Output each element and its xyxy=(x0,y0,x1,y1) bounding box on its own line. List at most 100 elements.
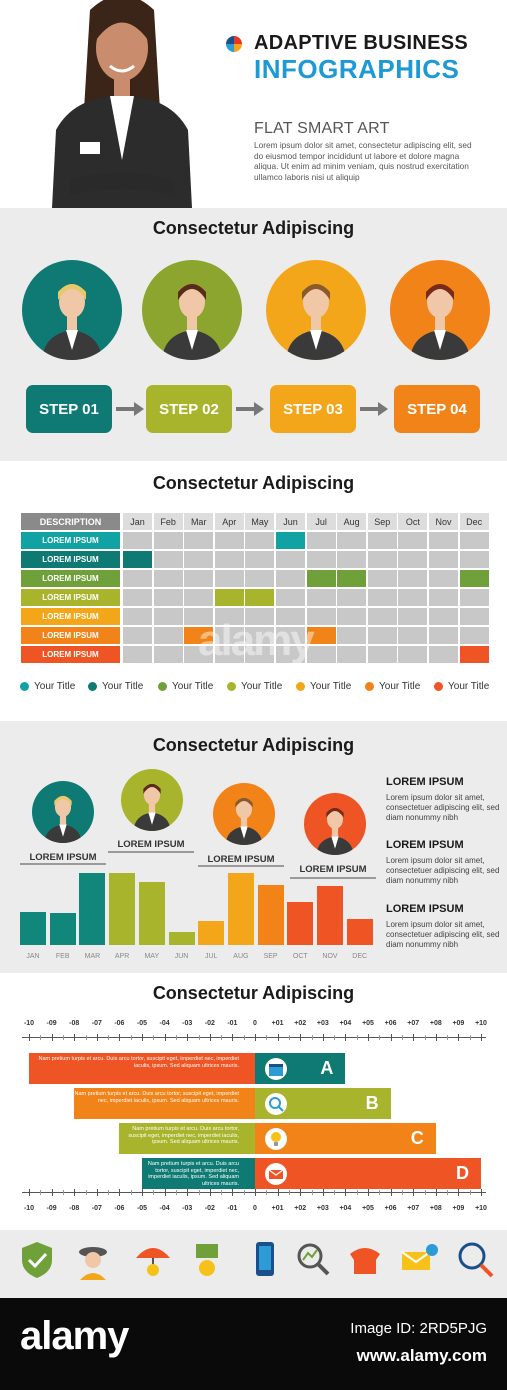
axis-minor-tick xyxy=(85,1035,87,1040)
axis-tick-label: +08 xyxy=(429,1205,442,1212)
timeline-bar-left: Nam pretium turpis et arcu. Duis arcu to… xyxy=(29,1053,255,1084)
telephone-icon xyxy=(350,1248,380,1274)
gantt-cell xyxy=(459,570,489,587)
gantt-cell xyxy=(245,551,275,568)
axis-minor-tick xyxy=(266,1190,268,1195)
axis-minor-tick xyxy=(288,1190,290,1195)
axis-tick-label: -04 xyxy=(159,1205,170,1212)
axis-minor-tick xyxy=(221,1190,223,1195)
person-circle xyxy=(213,783,275,845)
gantt-cell xyxy=(306,551,336,568)
axis-tick-mark xyxy=(74,1189,76,1196)
axis-tick-label: +09 xyxy=(452,1020,465,1027)
gantt-cell xyxy=(123,646,152,663)
label-underline xyxy=(198,865,284,867)
gantt-cell xyxy=(123,627,152,644)
info-body: Lorem ipsum dolor sit amet, consectetuer… xyxy=(386,856,500,885)
month-tick-label: DEC xyxy=(352,953,368,960)
axis-tick-label: +06 xyxy=(384,1205,397,1212)
bottom-axis-line xyxy=(22,1192,486,1193)
step-button[interactable]: STEP 01 xyxy=(26,385,112,433)
step-button[interactable]: STEP 04 xyxy=(394,385,480,433)
gantt-cell xyxy=(276,608,305,625)
legend-item: Your Title xyxy=(227,681,282,692)
axis-minor-tick xyxy=(108,1035,110,1040)
gantt-cell xyxy=(214,589,244,606)
search-icon xyxy=(265,1093,287,1115)
timeline-bar-right: A xyxy=(255,1053,346,1084)
axis-tick-mark xyxy=(232,1189,234,1196)
axis-minor-tick xyxy=(401,1035,403,1040)
axis-tick-label: +01 xyxy=(271,1205,284,1212)
gantt-cell xyxy=(337,589,367,606)
calendar-icon xyxy=(265,1058,287,1080)
task-row-label: LOREM IPSUM xyxy=(21,608,120,625)
axis-tick-mark xyxy=(209,1034,211,1041)
axis-tick-label: -02 xyxy=(204,1205,215,1212)
axis-tick-mark xyxy=(142,1189,143,1196)
section-title: Consectetur Adipiscing xyxy=(152,218,355,238)
task-row-label: LOREM IPSUM xyxy=(21,551,120,568)
legend-dot-icon xyxy=(434,682,443,691)
title-line-2: INFOGRAPHICS xyxy=(254,54,460,84)
gantt-cell xyxy=(123,570,152,587)
axis-tick-label: +06 xyxy=(384,1020,397,1027)
axis-tick-mark xyxy=(74,1034,76,1041)
axis-tick-label: -02 xyxy=(204,1020,215,1027)
gantt-cell xyxy=(337,608,367,625)
task-row-label: LOREM IPSUM xyxy=(21,570,120,587)
axis-tick-label: +10 xyxy=(475,1205,487,1212)
gantt-section: Consectetur Adipiscing DESCRIPTION Jan Fe… xyxy=(0,461,507,721)
axis-tick-mark xyxy=(458,1189,460,1196)
top-axis-line xyxy=(22,1037,486,1038)
axis-tick-label: +02 xyxy=(294,1020,307,1027)
gantt-cell xyxy=(306,589,336,606)
gantt-cell xyxy=(245,608,275,625)
gantt-cell xyxy=(276,646,305,663)
step-button[interactable]: STEP 03 xyxy=(270,385,356,433)
gantt-cell xyxy=(337,570,367,587)
detective-icon xyxy=(79,1247,107,1280)
month-header: Aug xyxy=(337,513,367,530)
gantt-cell xyxy=(429,551,458,568)
axis-minor-tick xyxy=(469,1190,471,1195)
person-label: LOREM IPSUM xyxy=(207,854,275,865)
legend-label: Your Title xyxy=(34,681,76,692)
month-header: Mar xyxy=(184,513,214,530)
gantt-cell xyxy=(367,608,397,625)
title-line-1: ADAPTIVE BUSINESS xyxy=(254,32,469,54)
icon-strip xyxy=(0,1230,507,1298)
gantt-cell xyxy=(276,627,305,644)
envelope-icon xyxy=(265,1163,287,1185)
month-header: Jul xyxy=(306,513,336,530)
gantt-cell xyxy=(184,551,214,568)
axis-tick-label: -08 xyxy=(69,1020,80,1027)
axis-tick-label: -07 xyxy=(91,1020,102,1027)
axis-minor-tick xyxy=(447,1035,449,1040)
footer: alamy Image ID: 2RD5PJG www.alamy.com xyxy=(0,1298,507,1390)
gantt-cell xyxy=(214,646,244,663)
axis-tick-label: -05 xyxy=(136,1020,148,1027)
axis-tick-mark xyxy=(119,1034,121,1041)
axis-minor-tick xyxy=(266,1035,268,1040)
gantt-cell xyxy=(398,570,428,587)
bar-mark xyxy=(198,920,225,945)
axis-minor-tick xyxy=(130,1190,132,1195)
axis-minor-tick xyxy=(198,1035,200,1040)
axis-tick-label: -04 xyxy=(159,1020,170,1027)
gantt-cell xyxy=(245,589,275,606)
gantt-cell xyxy=(398,589,428,606)
axis-tick-label: +10 xyxy=(475,1020,487,1027)
axis-tick-label: -01 xyxy=(227,1020,238,1027)
axis-tick-mark xyxy=(345,1189,347,1196)
step-button[interactable]: STEP 02 xyxy=(146,385,232,433)
axis-tick-mark xyxy=(300,1034,302,1041)
axis-minor-tick xyxy=(424,1190,426,1195)
gantt-cell xyxy=(367,589,397,606)
axis-tick-mark xyxy=(164,1034,166,1041)
step-person-circle xyxy=(390,260,490,360)
axis-tick-mark xyxy=(368,1034,369,1041)
brand-logo-icon xyxy=(226,36,242,52)
gantt-cell xyxy=(398,608,428,625)
legend-dot-icon xyxy=(296,682,305,691)
